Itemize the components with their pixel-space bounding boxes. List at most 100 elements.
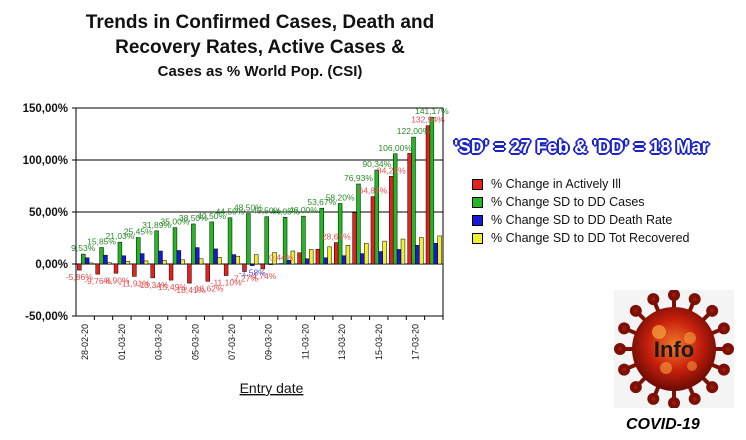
date-note: 'SD' = 27 Feb & 'DD' = 18 Mar (454, 137, 709, 157)
data-label: -1,58% (239, 268, 266, 278)
data-label: 141,17% (415, 106, 449, 116)
virus-spike-tip (706, 381, 719, 394)
bar-actively-ill (113, 263, 119, 274)
bar-recovered (162, 260, 167, 265)
bar-recovered (290, 250, 296, 265)
bar-cases (411, 136, 416, 265)
bar-actively-ill (407, 153, 412, 265)
bar-death-rate (433, 242, 438, 265)
virus-spike-tip (717, 363, 730, 376)
bar-cases (81, 253, 86, 265)
virus-spike-tip (647, 392, 660, 405)
data-label: 25,45% (124, 227, 153, 237)
bar-cases (136, 237, 141, 265)
bar-death-rate (176, 250, 182, 265)
bar-recovered (217, 256, 222, 265)
y-tick-label: 50,00% (29, 207, 68, 219)
bar-recovered (382, 240, 387, 265)
chart-title-line-3: Cases as % World Pop. (CSI) (157, 63, 363, 80)
data-label: -8,90% (103, 275, 130, 285)
bar-recovered (107, 262, 112, 265)
legend-label: % Change SD to DD Tot Recovered (491, 231, 690, 245)
bar-death-rate (360, 253, 365, 265)
legend-swatch-red (472, 178, 483, 190)
covid-virus-logo: Info (614, 289, 734, 409)
x-tick-label: 01-03-20 (117, 324, 127, 360)
legend: % Change in Actively Ill % Change SD to … (472, 175, 689, 247)
bar-recovered (272, 252, 277, 265)
data-label: 0,44% (269, 253, 294, 263)
bar-cases (301, 215, 306, 265)
virus-spike-tip (618, 363, 631, 376)
bar-recovered (253, 254, 259, 265)
bar-death-rate (231, 254, 237, 265)
bar-death-rate (158, 250, 163, 265)
virus-spike-tip (647, 293, 660, 306)
bar-cases (319, 207, 324, 265)
bar-actively-ill (425, 125, 431, 265)
bar-cases (374, 169, 380, 265)
bar-death-rate (103, 254, 108, 265)
data-label: 106,00% (378, 143, 412, 153)
data-label: 48,50% (234, 203, 263, 213)
legend-swatch-blue (472, 214, 483, 226)
bar-cases (191, 223, 196, 265)
data-label: 28,62% (322, 232, 351, 242)
legend-item-recovered: % Change SD to DD Tot Recovered (472, 229, 689, 247)
bar-recovered (437, 235, 442, 265)
bar-cases (429, 116, 435, 265)
x-tick-label: 17-03-20 (410, 324, 420, 360)
bar-actively-ill (242, 263, 247, 272)
bar-recovered (327, 246, 332, 265)
bar-recovered (419, 237, 424, 265)
data-label: 53,67% (307, 197, 336, 207)
bar-death-rate (396, 249, 402, 265)
data-label: -16,62% (192, 283, 224, 293)
data-label: -15,49% (155, 282, 187, 292)
bar-death-rate (378, 251, 383, 265)
data-label: 58,20% (326, 192, 355, 202)
virus-spike-tip (629, 381, 642, 394)
virus-spike-tip (668, 289, 680, 301)
bar-death-rate (341, 255, 347, 265)
bar-actively-ill (352, 212, 357, 265)
logo-label: Info (654, 337, 694, 362)
data-label: 35,00% (161, 217, 190, 227)
data-label: 40,50% (197, 211, 226, 221)
bar-death-rate (305, 258, 310, 265)
data-label: 84,29% (377, 165, 406, 175)
bar-cases (209, 221, 214, 265)
data-label: -11,10% (211, 278, 242, 288)
data-label: -7,27% (231, 274, 258, 284)
bar-actively-ill (315, 248, 321, 265)
bar-actively-ill (223, 263, 229, 276)
x-tick-label: 07-03-20 (227, 324, 237, 360)
bar-actively-ill (132, 263, 137, 277)
bar-death-rate (213, 248, 218, 265)
data-label: 90,34% (362, 159, 391, 169)
data-label: 9,53% (71, 243, 96, 253)
x-tick-label: 09-03-20 (264, 324, 274, 360)
bar-cases (172, 227, 178, 265)
virus-spike-tip (688, 392, 701, 405)
x-tick-label: 13-03-20 (337, 324, 347, 360)
bar-actively-ill (278, 263, 284, 265)
bar-recovered (125, 261, 130, 265)
bar-actively-ill (95, 263, 100, 275)
legend-item-actively-ill: % Change in Actively Ill (472, 175, 689, 193)
y-tick-label: 100,00% (23, 155, 68, 167)
bar-cases (117, 241, 123, 265)
bar-death-rate (268, 263, 273, 265)
virus-spike-tip (629, 304, 642, 317)
legend-item-death-rate: % Change SD to DD Death Rate (472, 211, 689, 229)
bar-actively-ill (187, 263, 192, 284)
bar-actively-ill (168, 263, 174, 281)
data-label: 44,95% (271, 206, 300, 216)
data-label: 45,50% (252, 206, 281, 216)
legend-swatch-yellow (472, 232, 483, 244)
bar-death-rate (139, 253, 145, 265)
data-label: 15,85% (87, 237, 116, 247)
bar-actively-ill (334, 242, 339, 265)
data-label: 122,00% (397, 126, 431, 136)
bar-cases (227, 217, 233, 265)
